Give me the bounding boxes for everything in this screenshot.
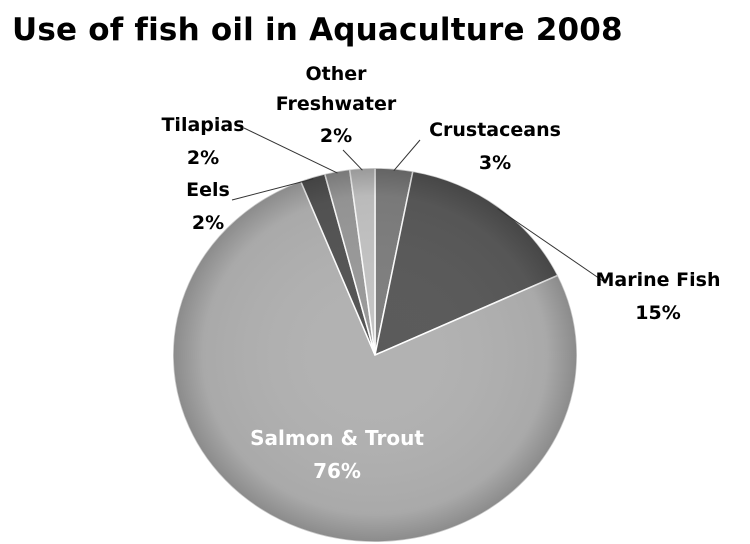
label-eels: Eels xyxy=(186,179,230,201)
leader-lines xyxy=(231,127,607,284)
percent-marine-fish: 15% xyxy=(635,302,680,324)
label-other-freshwater-line-2: Freshwater xyxy=(276,93,397,115)
label-marine-fish: Marine Fish xyxy=(596,269,721,291)
leader-other-freshwater xyxy=(342,149,363,171)
leader-eels xyxy=(231,178,314,201)
slice-labels: Crustaceans 3% Marine Fish 15% Eels 2% Tilapia… xyxy=(161,63,720,324)
leader-crustaceans xyxy=(393,139,421,172)
leader-marine-fish xyxy=(497,208,607,284)
label-crustaceans: Crustaceans xyxy=(429,119,561,141)
pie-slices xyxy=(172,167,578,543)
percent-eels: 2% xyxy=(192,212,224,234)
percent-other-freshwater: 2% xyxy=(320,125,352,147)
inner-labels: Salmon & Trout 76% xyxy=(250,426,424,483)
percent-salmon-and-trout: 76% xyxy=(313,459,361,483)
percent-tilapias: 2% xyxy=(187,147,219,169)
label-tilapias: Tilapias xyxy=(161,114,244,136)
label-other-freshwater-line-1: Other xyxy=(305,63,367,85)
leader-tilapias xyxy=(243,127,338,174)
label-salmon-and-trout: Salmon & Trout xyxy=(250,426,424,450)
chart-title: Use of fish oil in Aquaculture 2008 xyxy=(12,12,623,48)
percent-crustaceans: 3% xyxy=(479,152,511,174)
